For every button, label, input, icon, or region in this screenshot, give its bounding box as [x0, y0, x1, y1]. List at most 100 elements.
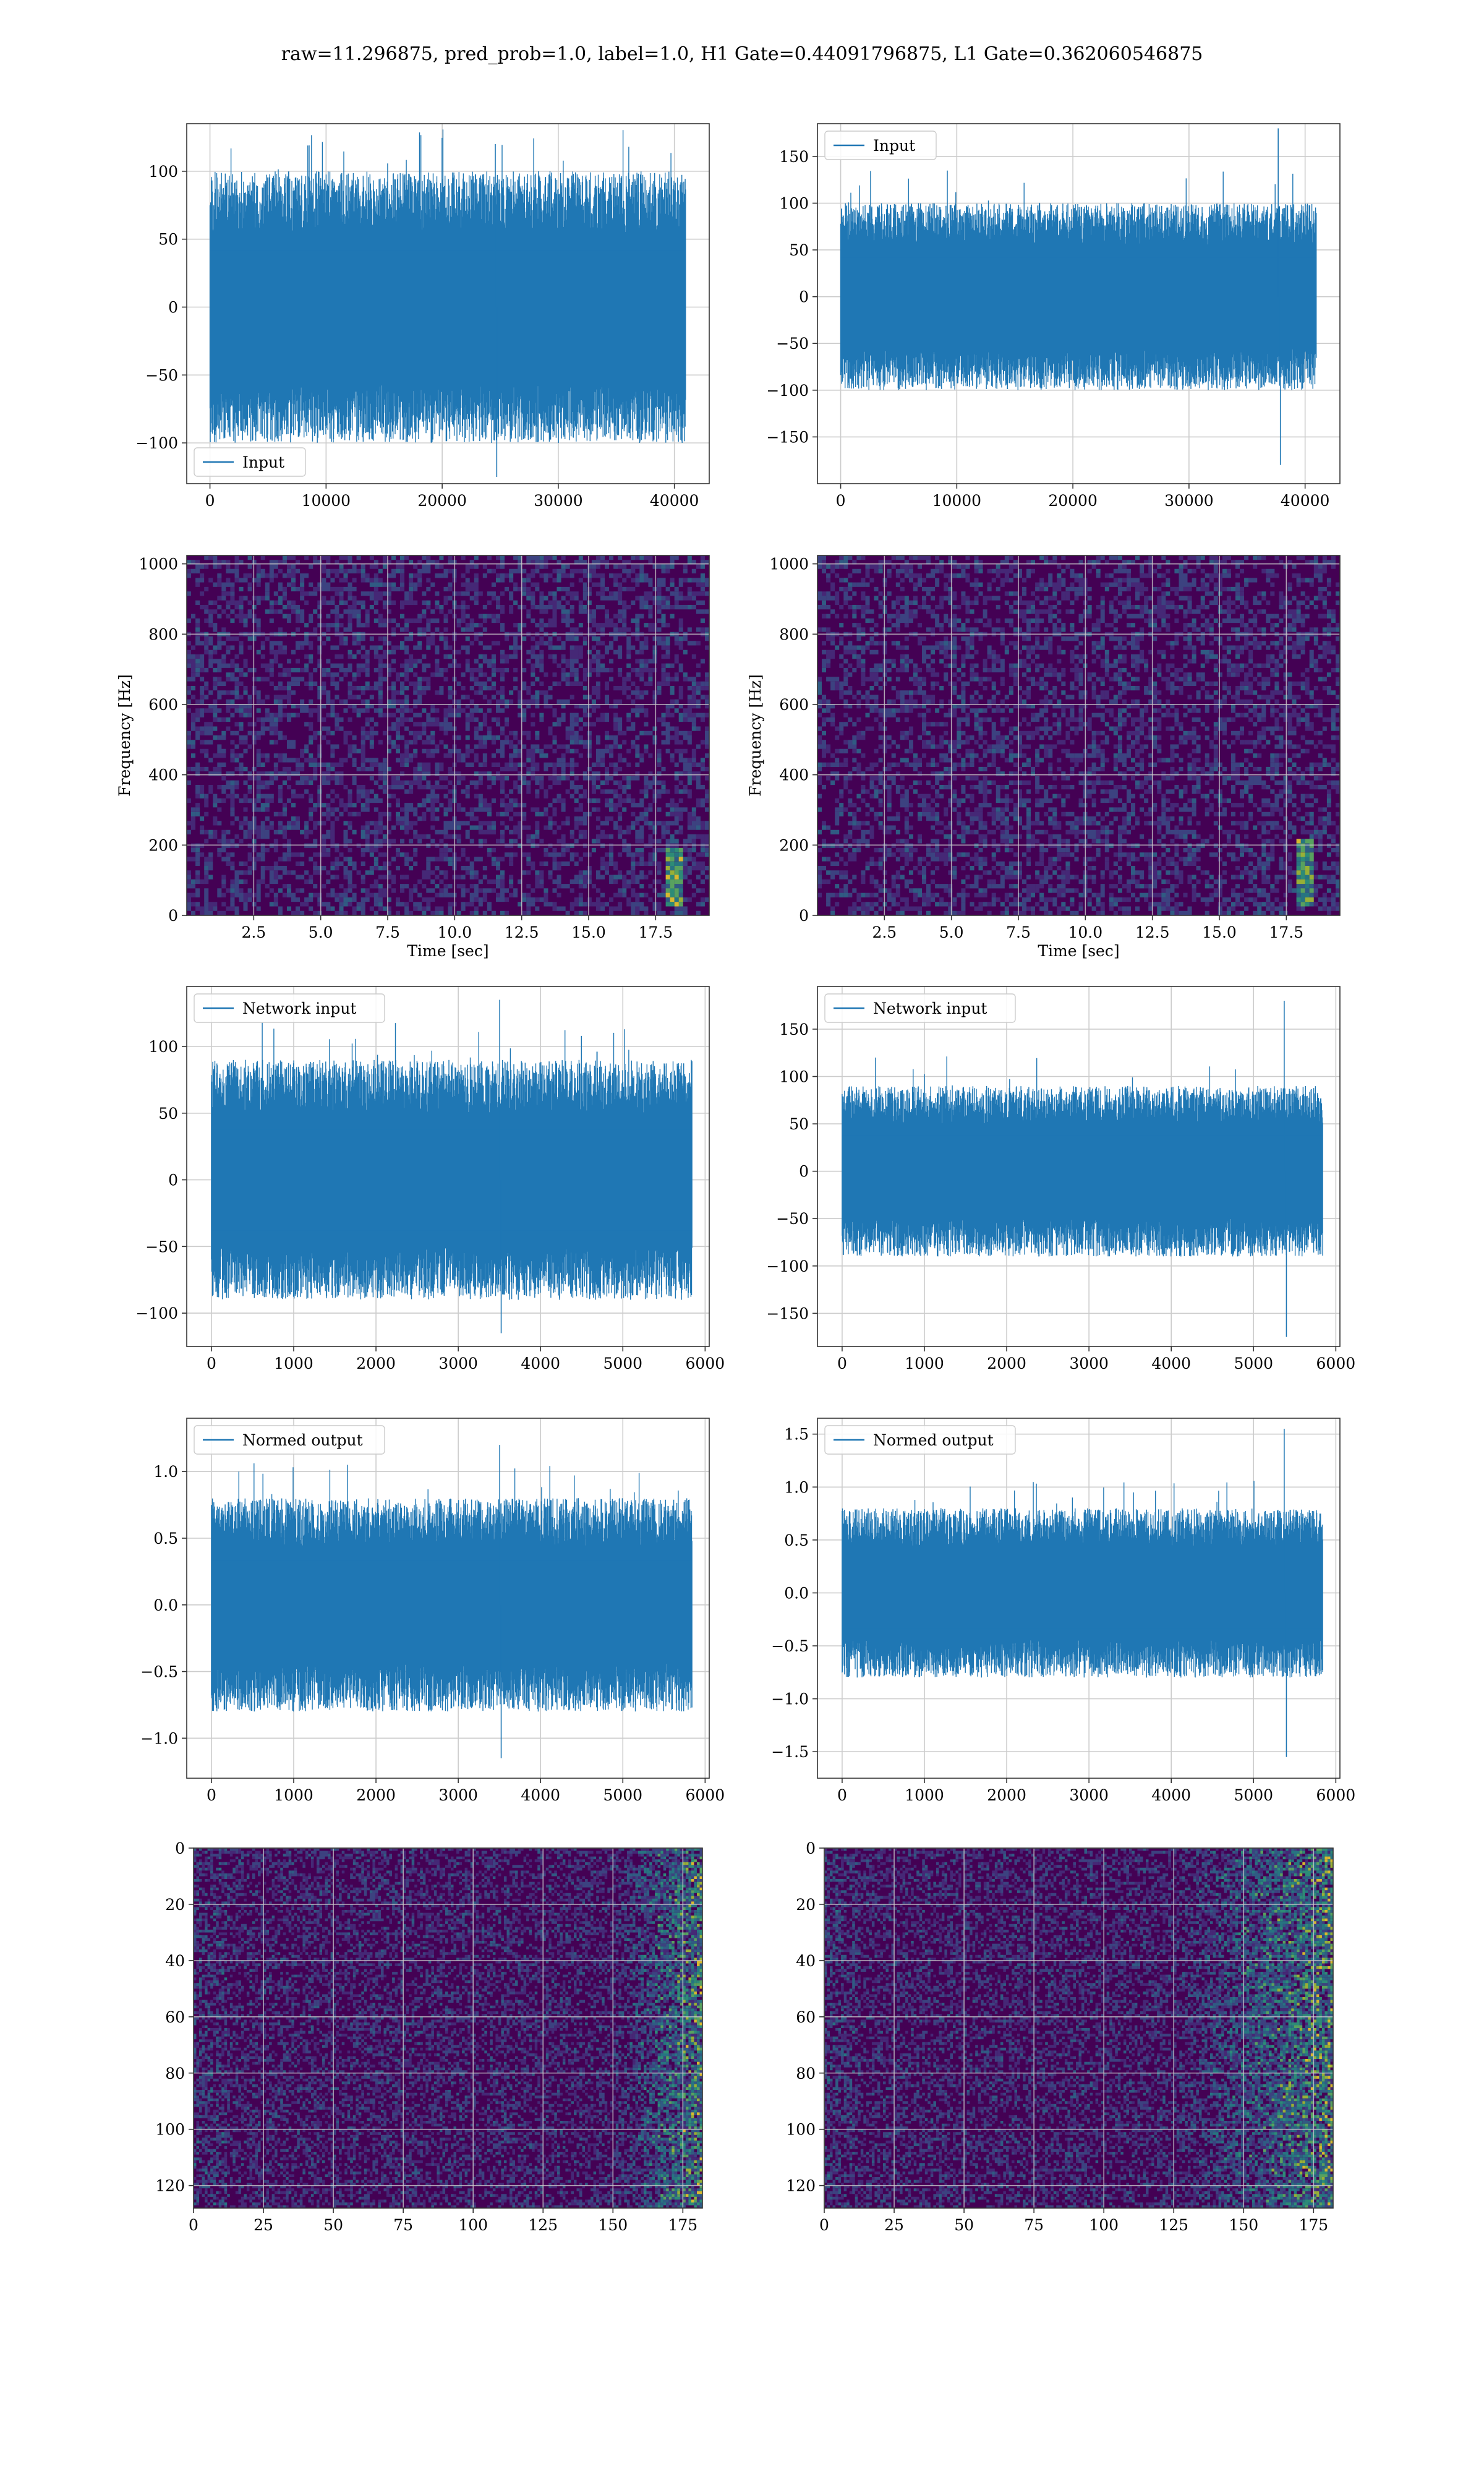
x-tick-label: 15.0 — [571, 923, 606, 941]
y-tick-label: 1.5 — [784, 1426, 809, 1444]
h1-input-panel: 0 10000 20000 30000 40000 −100 −50 0 50 100 Input — [135, 123, 710, 510]
y-tick-label: 50 — [158, 1105, 178, 1123]
axes-frame — [817, 123, 1341, 484]
x-tick-label: 2000 — [987, 1355, 1026, 1372]
signal-core — [211, 1560, 693, 1650]
h1-spectrogram-panel: 2.5 5.0 7.5 10.0 12.5 15.0 17.5 0 200 400 600 800 10… — [116, 555, 710, 960]
heatmap-cells — [641, 1848, 703, 2209]
x-tick-label: 3000 — [1069, 1786, 1109, 1804]
x-tick-label: 3000 — [438, 1786, 478, 1804]
y-tick-label: 0 — [806, 1839, 816, 1857]
x-tick-label: 0 — [837, 1786, 847, 1804]
y-axis-label: Frequency [Hz] — [746, 674, 764, 797]
x-tick-label: 30000 — [1164, 492, 1214, 510]
x-tick-label: 10.0 — [437, 923, 472, 941]
legend-label: Network input — [242, 999, 356, 1017]
legend-label: Network input — [873, 999, 987, 1017]
x-tick-label: 3000 — [438, 1355, 478, 1372]
legend-box — [824, 993, 1016, 1023]
heatmap-cells — [824, 1848, 1334, 2209]
heatmap-cells — [194, 1848, 703, 2209]
heatmap-cells — [827, 1848, 1334, 2209]
axes-frame — [186, 123, 710, 484]
y-tick-label: −50 — [145, 1238, 178, 1256]
x-tick-label: 12.5 — [1135, 923, 1170, 941]
x-tick-label: 6000 — [1316, 1786, 1356, 1804]
y-tick-label: −100 — [135, 1304, 178, 1322]
x-tick-label: 5000 — [603, 1786, 642, 1804]
x-tick-label: 2000 — [987, 1786, 1026, 1804]
x-tick-label: 50 — [954, 2216, 974, 2234]
y-tick-label: −100 — [766, 382, 809, 400]
y-tick-label: 100 — [155, 2121, 185, 2139]
x-tick-label: 0 — [837, 1355, 847, 1372]
axes-frame — [817, 555, 1341, 916]
x-tick-label: 5.0 — [309, 923, 333, 941]
heatmap-cells — [1296, 839, 1301, 844]
y-tick-label: 60 — [796, 2008, 816, 2026]
heatmap-background — [817, 555, 1340, 915]
x-tick-label: 0 — [207, 1355, 216, 1372]
x-tick-label: 150 — [598, 2216, 628, 2234]
legend-box — [194, 993, 385, 1023]
x-tick-label: 6000 — [686, 1355, 725, 1372]
legend-box — [194, 1425, 385, 1455]
axes-frame — [817, 986, 1341, 1347]
legend-label: Normed output — [242, 1431, 363, 1449]
x-tick-label: 15.0 — [1202, 923, 1237, 941]
y-tick-label: 0.0 — [153, 1596, 178, 1614]
x-tick-label: 125 — [528, 2216, 558, 2234]
signal-core — [211, 1129, 693, 1231]
x-tick-label: 20000 — [1048, 492, 1098, 510]
h1-normed-output-panel: 0 1000 2000 3000 4000 5000 6000 −1.0 −0.5 0.0 0.5 1… — [140, 1418, 725, 1804]
heatmap-cells — [194, 1848, 703, 2209]
legend-label: Normed output — [873, 1431, 994, 1449]
x-tick-label: 150 — [1229, 2216, 1258, 2234]
y-tick-label: 50 — [789, 241, 809, 259]
x-tick-label: 175 — [1298, 2216, 1328, 2234]
x-tick-label: 40000 — [650, 492, 699, 510]
y-tick-label: 0 — [175, 1839, 185, 1857]
x-tick-label: 100 — [1089, 2216, 1119, 2234]
y-tick-label: 50 — [789, 1115, 809, 1133]
y-tick-label: −100 — [135, 434, 178, 452]
y-tick-label: −1.0 — [771, 1690, 809, 1708]
axes-frame — [193, 1847, 703, 2209]
y-tick-label: −1.0 — [140, 1729, 178, 1747]
x-axis-label: Time [sec] — [407, 942, 488, 960]
heatmap-cells — [1296, 839, 1310, 902]
heatmap-cells — [1221, 1848, 1334, 2209]
legend-box — [194, 447, 306, 477]
h1-network-input-panel: 0 1000 2000 3000 4000 5000 6000 −100 −50 0 50 100 Ne… — [135, 986, 725, 1372]
axes-frame — [817, 1418, 1341, 1779]
x-tick-label: 2.5 — [872, 923, 897, 941]
signal-core — [842, 1135, 1323, 1207]
y-tick-label: 120 — [786, 2177, 816, 2195]
x-tick-label: 20000 — [417, 492, 467, 510]
y-tick-label: −150 — [766, 428, 809, 446]
x-tick-label: 25 — [254, 2216, 273, 2234]
y-tick-label: 400 — [779, 766, 809, 784]
y-tick-label: 0 — [168, 298, 178, 316]
signal-core — [210, 250, 686, 364]
y-tick-label: 120 — [155, 2177, 185, 2195]
x-tick-label: 175 — [668, 2216, 697, 2234]
x-tick-label: 2000 — [356, 1786, 396, 1804]
x-tick-label: 75 — [393, 2216, 413, 2234]
x-tick-label: 2000 — [356, 1355, 396, 1372]
axes-frame — [186, 555, 710, 916]
y-tick-label: 800 — [779, 625, 809, 643]
heatmap-cells — [672, 1862, 703, 2200]
y-tick-label: −150 — [766, 1304, 809, 1322]
y-tick-label: 0 — [168, 907, 178, 925]
y-tick-label: 600 — [779, 696, 809, 714]
x-tick-label: 0 — [836, 492, 846, 510]
x-tick-label: 10.0 — [1068, 923, 1102, 941]
y-tick-label: 40 — [796, 1952, 816, 1970]
y-tick-label: 150 — [779, 1021, 809, 1038]
y-tick-label: 0.0 — [784, 1584, 809, 1602]
y-tick-label: 50 — [158, 231, 178, 249]
y-tick-label: 20 — [796, 1896, 816, 1914]
y-tick-label: 20 — [165, 1896, 185, 1914]
l1-feature-map-panel: 0 25 50 75 100 125 150 175 0 20 40 60 80 100 120 — [786, 1839, 1334, 2234]
